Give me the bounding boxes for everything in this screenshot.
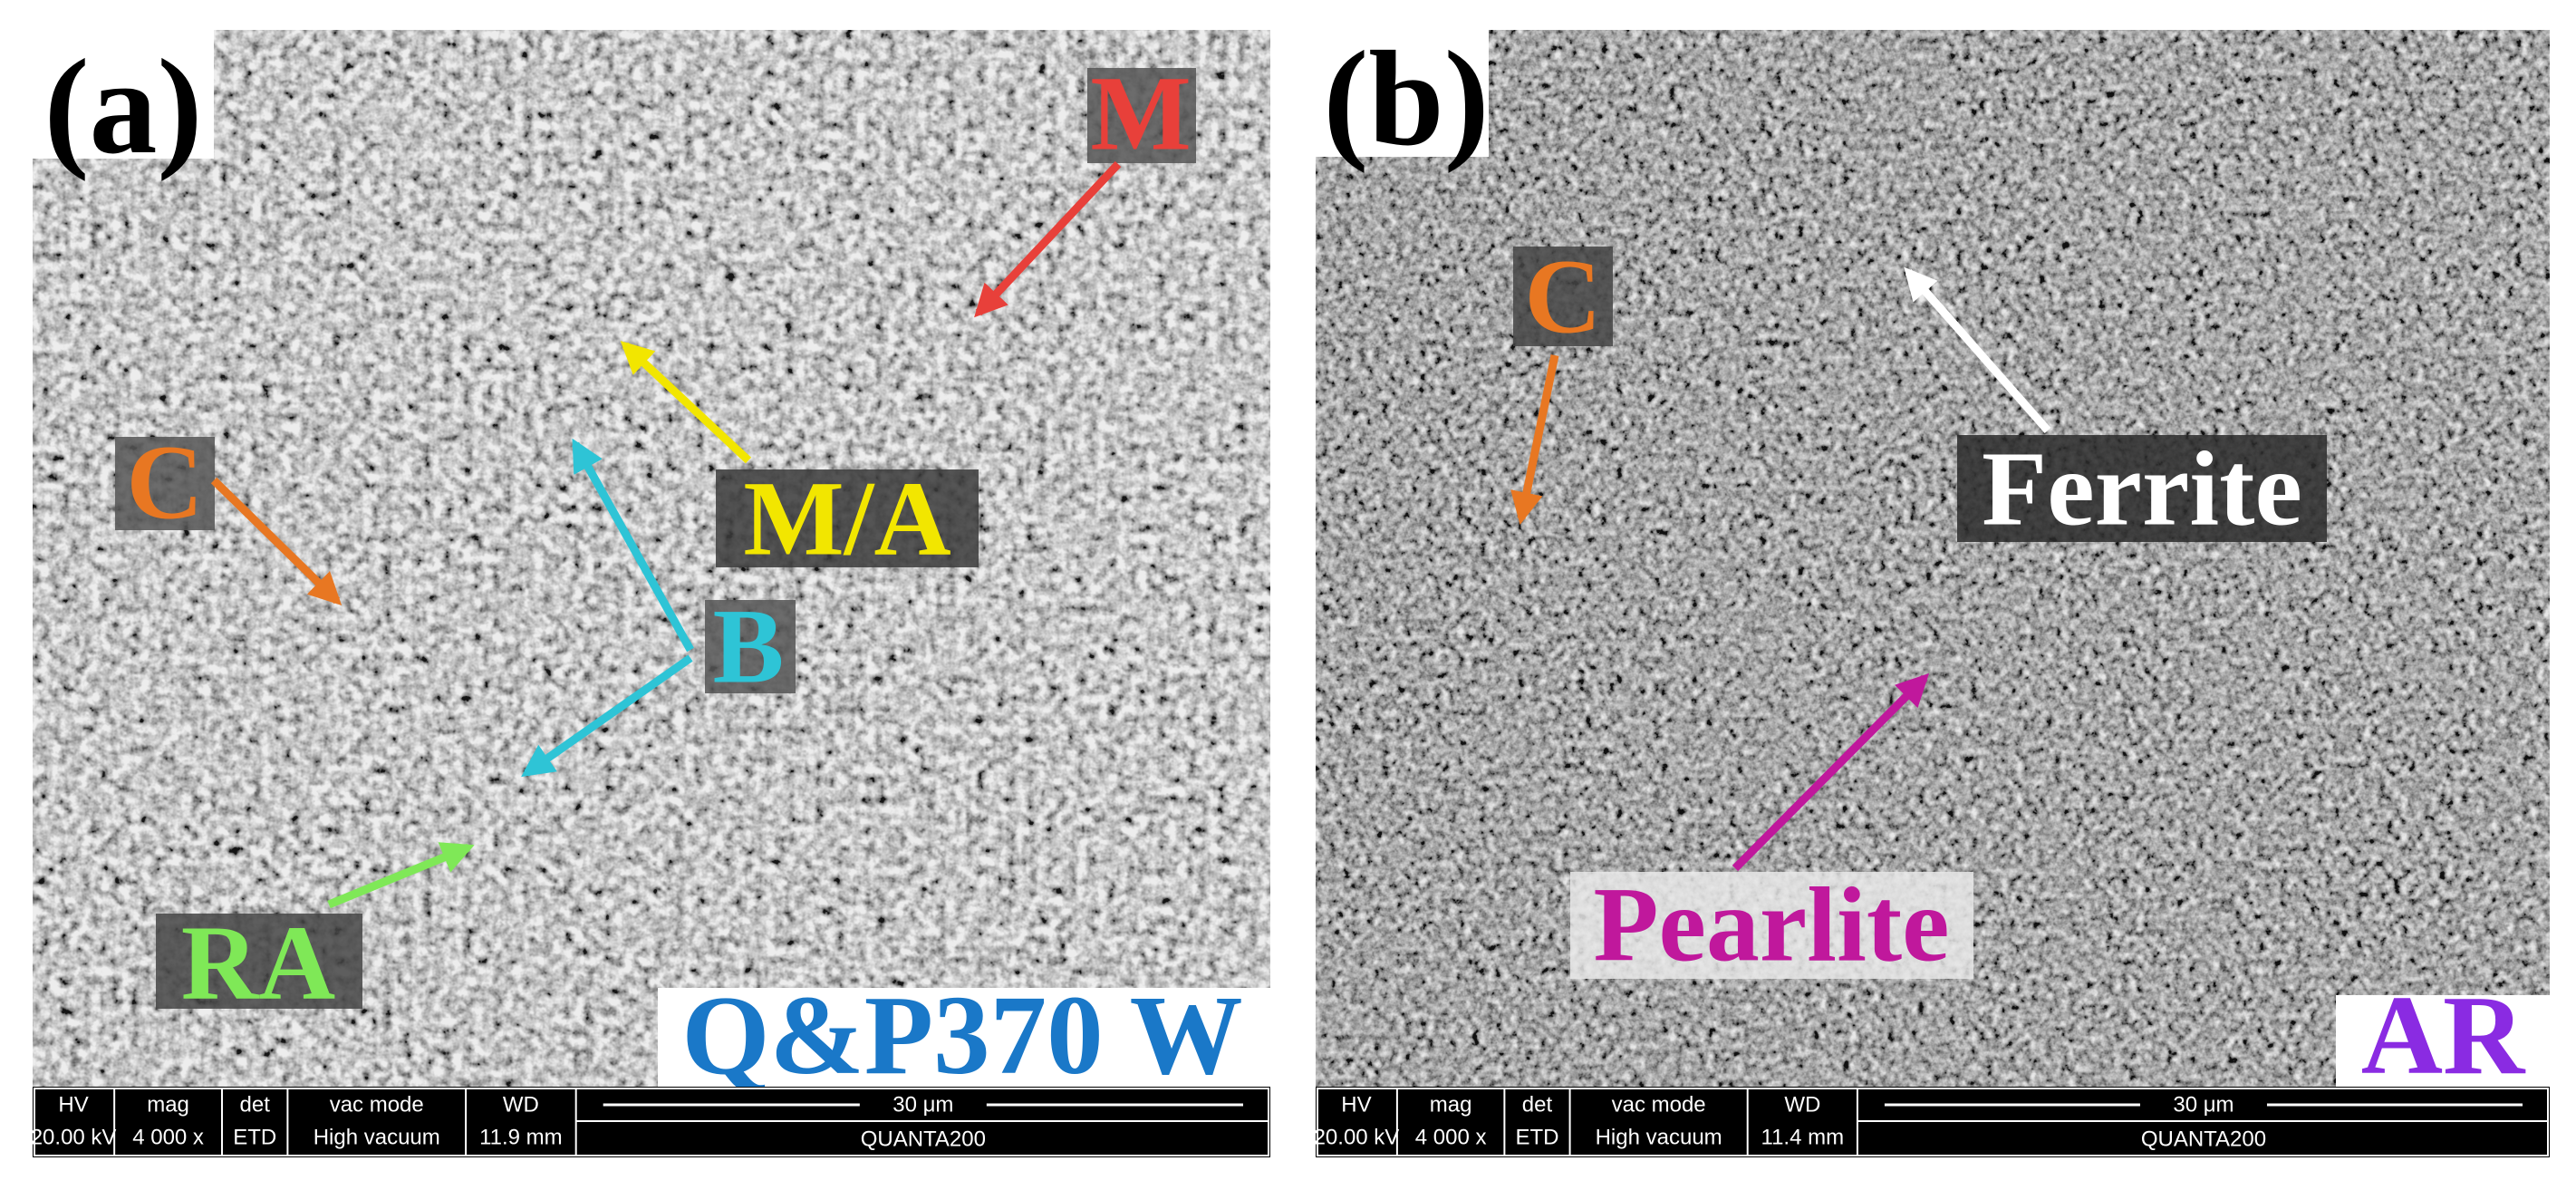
- instrument: QUANTA200: [2141, 1127, 2266, 1152]
- info-value: 20.00 kV: [31, 1126, 117, 1150]
- sample-box: [658, 988, 1270, 1087]
- info-header: HV: [58, 1093, 88, 1117]
- arrow: [974, 160, 1122, 318]
- annotation-label: RA: [181, 904, 335, 1022]
- panel-label-box: [33, 30, 214, 159]
- arrow: [521, 654, 693, 778]
- arrow: [1904, 266, 2051, 433]
- arrow: [1732, 672, 1930, 872]
- arrow: [572, 438, 694, 653]
- info-header: mag: [147, 1093, 189, 1117]
- info-value: 4 000 x: [1415, 1126, 1487, 1150]
- annotation-label: Pearlite: [1593, 866, 1949, 984]
- info-value: ETD: [233, 1126, 276, 1150]
- annotation-box: [1570, 872, 1973, 979]
- info-value: 11.4 mm: [1761, 1126, 1845, 1150]
- annotation-label: B: [713, 587, 785, 706]
- sample-label: Q&P370 W: [681, 973, 1242, 1098]
- annotation-box: [156, 914, 362, 1009]
- info-header: HV: [1341, 1093, 1371, 1117]
- arrow: [210, 477, 343, 606]
- annotation-box: [705, 600, 796, 693]
- scale-label: 30 μm: [2173, 1093, 2233, 1117]
- micrograph-texture: [33, 30, 1270, 1087]
- annotation-box: [1087, 68, 1196, 163]
- info-value: 11.9 mm: [479, 1126, 563, 1150]
- info-value: ETD: [1515, 1126, 1558, 1150]
- sample-label: AR: [2361, 973, 2526, 1098]
- panel-label-box: [1316, 30, 1489, 157]
- annotation-label: Ferrite: [1982, 430, 2302, 548]
- arrow: [327, 842, 475, 909]
- info-header: det: [1522, 1093, 1553, 1117]
- panel-label: (a): [44, 32, 203, 182]
- annotation-box: [1957, 435, 2327, 542]
- info-value: High vacuum: [314, 1126, 440, 1150]
- info-header: vac mode: [330, 1093, 424, 1117]
- info-header: det: [240, 1093, 271, 1117]
- info-value: 4 000 x: [132, 1126, 204, 1150]
- info-header: WD: [503, 1093, 539, 1117]
- info-header: WD: [1784, 1093, 1820, 1117]
- annotation-label: C: [1524, 237, 1601, 356]
- info-value: 20.00 kV: [1314, 1126, 1400, 1150]
- annotation-box: [1513, 247, 1613, 346]
- annotation-box: [716, 469, 979, 567]
- arrow: [620, 341, 752, 464]
- info-header: vac mode: [1612, 1093, 1706, 1117]
- info-value: High vacuum: [1596, 1126, 1722, 1150]
- annotation-label: M: [1090, 54, 1191, 173]
- scale-label: 30 μm: [892, 1093, 953, 1117]
- panel-label: (b): [1323, 24, 1489, 174]
- annotation-label: M/A: [743, 460, 950, 578]
- annotation-box: [115, 437, 215, 530]
- annotation-label: C: [126, 423, 203, 542]
- arrow: [1510, 354, 1559, 526]
- instrument: QUANTA200: [861, 1127, 986, 1152]
- sample-box: [2336, 995, 2550, 1087]
- info-header: mag: [1430, 1093, 1472, 1117]
